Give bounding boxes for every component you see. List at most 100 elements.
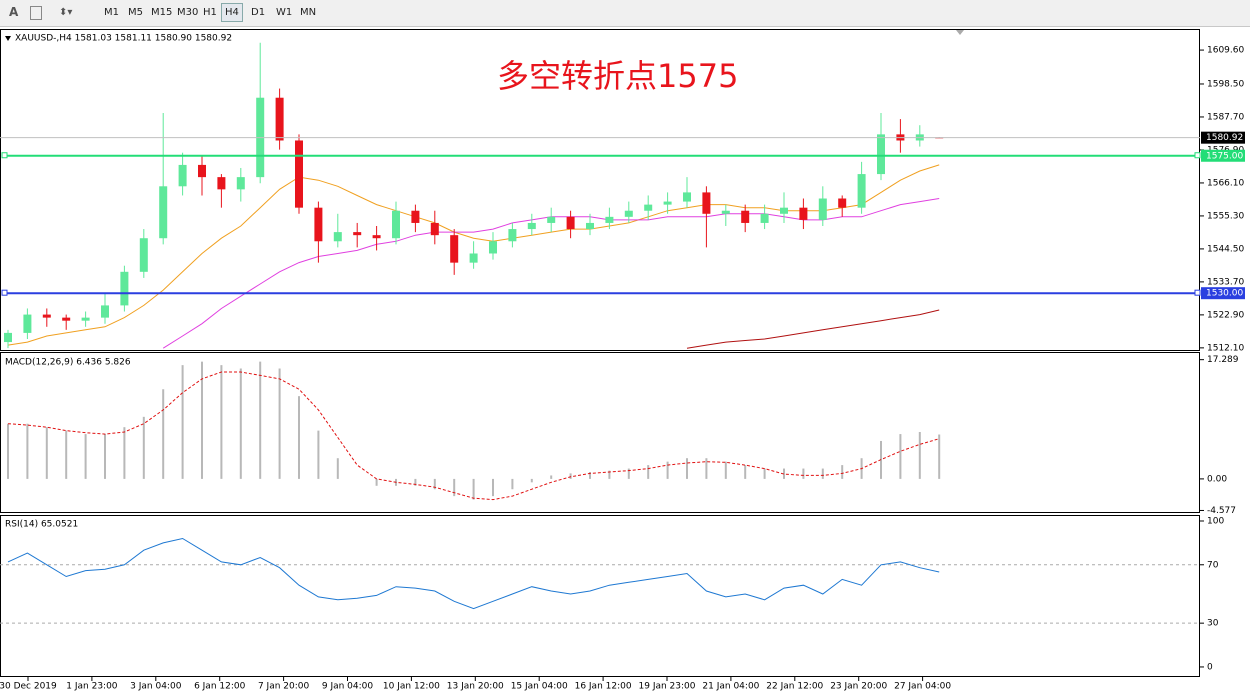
- candle-body: [818, 198, 827, 220]
- line-handle: [1194, 289, 1201, 296]
- y-tick-label: 1555.30: [1207, 211, 1244, 221]
- candle-body: [23, 314, 32, 333]
- candle-body: [780, 207, 788, 214]
- candle-body: [372, 235, 381, 239]
- timeframe-button[interactable]: H4: [221, 3, 243, 22]
- rsi-line: [7, 537, 940, 610]
- candle-body: [663, 201, 672, 205]
- y-tick-label: 1544.50: [1207, 244, 1244, 254]
- candle-body: [857, 174, 866, 208]
- candle-body: [236, 177, 245, 190]
- toolbar: A ⬍▾ M1 M5 M15 M30 H1 H4 D1 W1 MN: [0, 0, 1250, 27]
- candle-body: [353, 232, 362, 236]
- candle-body: [198, 164, 206, 178]
- candle-body: [566, 216, 575, 230]
- macd-panel-frame: [0, 352, 1200, 513]
- label-tool[interactable]: [30, 6, 42, 20]
- rsi-title: RSI(14) 65.0521: [5, 520, 78, 530]
- macd-signal-line: [7, 371, 940, 501]
- timeframe-button[interactable]: W1: [276, 7, 293, 18]
- candle-body: [469, 253, 478, 263]
- candle-body: [450, 235, 459, 263]
- y-tick-label: 1587.70: [1207, 112, 1244, 122]
- y-tick-label: 1598.50: [1207, 79, 1244, 89]
- candle-body: [101, 305, 109, 318]
- candle-body: [877, 134, 885, 175]
- candle-body: [527, 222, 536, 230]
- y-tick-label: 0: [1207, 662, 1213, 672]
- line-handle: [1, 152, 8, 159]
- candle-body: [295, 140, 303, 208]
- x-tick-label: 13 Jan 20:00: [447, 682, 504, 692]
- shapes-tool[interactable]: ⬍▾: [59, 7, 73, 18]
- moving-average: [686, 309, 940, 349]
- x-tick-label: 16 Jan 12:00: [575, 682, 632, 692]
- main-panel-frame: [0, 29, 1200, 351]
- candle-body: [392, 210, 400, 239]
- bid-label: 1580.92: [1206, 133, 1243, 143]
- y-tick-label: 1566.10: [1207, 178, 1244, 188]
- text-tool[interactable]: A: [9, 5, 19, 19]
- candle-body: [838, 198, 847, 208]
- candle-body: [760, 213, 769, 223]
- line-handle: [1194, 152, 1201, 159]
- candle-body: [489, 241, 497, 254]
- candle-body: [430, 222, 439, 236]
- candle-body: [139, 238, 148, 272]
- y-tick-label: 70: [1207, 560, 1219, 570]
- line-handle: [1, 289, 8, 296]
- x-tick-label: 6 Jan 12:00: [194, 682, 246, 692]
- y-tick-label: 1522.90: [1207, 310, 1244, 320]
- timeframe-button[interactable]: M30: [177, 7, 199, 18]
- y-tick-label: 30: [1207, 619, 1219, 629]
- y-tick-label: 100: [1207, 516, 1224, 526]
- y-tick-label: 1512.10: [1207, 343, 1244, 353]
- x-tick-label: 7 Jan 20:00: [258, 682, 310, 692]
- candle-body: [721, 210, 730, 214]
- x-tick-label: 3 Jan 04:00: [130, 682, 182, 692]
- candle-body: [547, 216, 556, 223]
- candle-body: [702, 192, 711, 214]
- timeframe-button[interactable]: H1: [203, 7, 217, 18]
- x-tick-label: 23 Jan 20:00: [830, 682, 887, 692]
- y-tick-label: 17.289: [1207, 355, 1239, 365]
- candle-body: [683, 192, 691, 202]
- candle-body: [624, 210, 633, 217]
- symbol-arrow: [5, 36, 11, 41]
- x-tick-label: 15 Jan 04:00: [511, 682, 568, 692]
- rsi-panel-frame: [0, 515, 1200, 677]
- candle-body: [741, 210, 750, 223]
- candle-body: [586, 222, 594, 230]
- price-label-box: [1201, 149, 1245, 162]
- y-tick-label: 0.00: [1207, 474, 1227, 484]
- annotation: 多空转折点1575: [497, 57, 738, 95]
- x-tick-label: 9 Jan 04:00: [322, 682, 374, 692]
- x-tick-label: 1 Jan 23:00: [66, 682, 118, 692]
- candle-body: [314, 207, 323, 242]
- price-label: 1530.00: [1206, 289, 1243, 299]
- candle-body: [275, 97, 284, 141]
- timeframe-button[interactable]: MN: [300, 7, 317, 18]
- y-tick-label: -4.577: [1207, 506, 1236, 516]
- x-tick-label: 19 Jan 23:00: [639, 682, 696, 692]
- candle-body: [799, 207, 808, 220]
- timeframe-button[interactable]: M5: [128, 7, 143, 18]
- timeframe-button[interactable]: M1: [104, 7, 119, 18]
- candle-body: [178, 164, 187, 187]
- x-tick-label: 21 Jan 04:00: [702, 682, 759, 692]
- candle-body: [120, 271, 129, 306]
- x-tick-label: 22 Jan 12:00: [766, 682, 823, 692]
- symbol-title: XAUUSD-,H4 1581.03 1581.11 1580.90 1580.…: [15, 34, 232, 44]
- y-tick-label: 1609.60: [1207, 46, 1244, 56]
- candle-body: [62, 317, 71, 321]
- y-tick-label: 1533.70: [1207, 277, 1244, 287]
- shift-marker: [956, 30, 964, 35]
- candle-body: [411, 210, 420, 223]
- timeframe-button[interactable]: D1: [251, 7, 266, 18]
- x-tick-label: 27 Jan 04:00: [894, 682, 951, 692]
- candle-body: [644, 204, 653, 211]
- timeframe-button[interactable]: M15: [151, 7, 173, 18]
- candle-body: [159, 186, 168, 239]
